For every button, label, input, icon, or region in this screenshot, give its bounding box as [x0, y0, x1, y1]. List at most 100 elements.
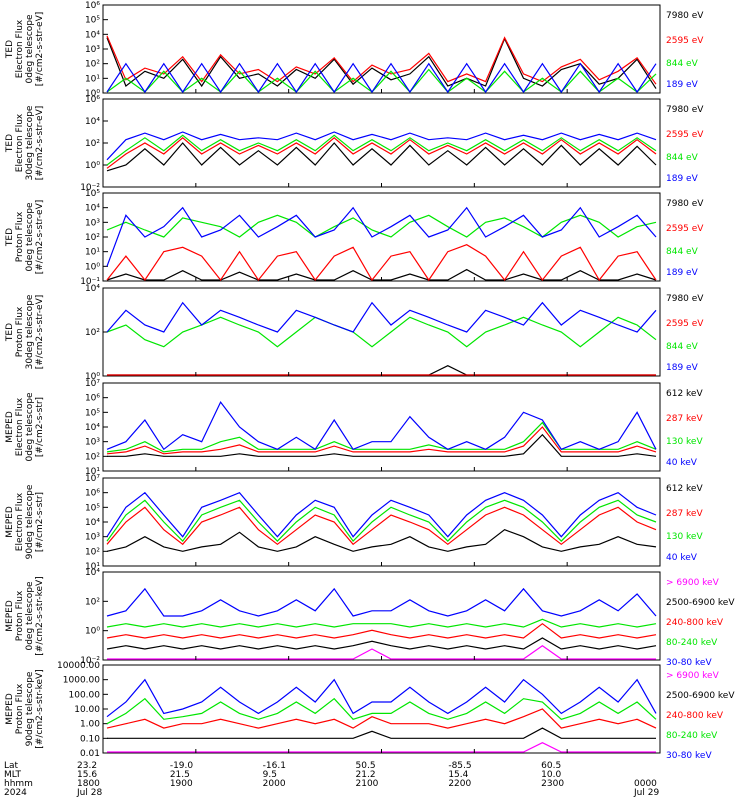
- y-tick-label: 10⁻²: [80, 656, 100, 666]
- y-tick-label: 0.01: [80, 749, 100, 759]
- series-line: [107, 433, 657, 457]
- series-line: [106, 587, 657, 617]
- legend-entry: 2595 eV: [666, 319, 704, 329]
- series-line: [106, 137, 657, 169]
- y-tick-label: 10000.00: [57, 661, 100, 671]
- y-tick-label: 10⁰: [85, 627, 100, 637]
- x-tick-label: 21.2: [356, 770, 376, 780]
- y-tick-label: 10¹: [85, 74, 100, 84]
- y-tick-label: 10⁶: [85, 489, 100, 499]
- x-tick-label: 9.5: [263, 770, 277, 780]
- y-tick-label: 10⁴: [85, 568, 100, 578]
- y-tick-label: 10⁻²: [80, 183, 100, 193]
- series-line: [106, 316, 657, 348]
- series-line: [107, 644, 656, 660]
- y-axis-label: 0deg telescope: [25, 581, 35, 651]
- y-axis-label: [#/cm2-s-str]: [35, 492, 45, 552]
- plot-frame: [102, 664, 661, 754]
- series-line: [106, 421, 657, 453]
- y-axis-label: Electron Flux: [15, 19, 25, 78]
- x-tick-label: 1900: [170, 779, 193, 789]
- legend-entry: 612 keV: [666, 484, 703, 494]
- x-tick-label: 50.5: [356, 761, 376, 771]
- plot-frame: [102, 98, 661, 188]
- series-line: [106, 134, 657, 166]
- y-tick-label: 10⁴: [85, 117, 100, 127]
- series-line: [106, 506, 657, 546]
- y-tick-label: 10⁵: [85, 408, 100, 418]
- y-axis-label: Proton Flux: [15, 683, 25, 734]
- y-axis-label: TED: [5, 134, 15, 153]
- y-axis-label: MEPED: [5, 411, 15, 443]
- legend-entry: 7980 eV: [666, 105, 704, 115]
- y-axis-label: TED: [5, 323, 15, 342]
- y-tick-label: 10⁰: [85, 262, 100, 272]
- y-tick-label: 10⁰: [85, 89, 100, 99]
- legend-entry: 2500-6900 keV: [666, 598, 735, 608]
- x-row-label: 2024: [4, 788, 27, 798]
- series-line: [106, 637, 657, 650]
- y-tick-label: 10²: [85, 60, 100, 70]
- legend-entry: 844 eV: [666, 247, 699, 257]
- series-line: [106, 62, 657, 94]
- x-tick-label: 0000: [634, 779, 657, 789]
- y-tick-label: 10³: [85, 533, 100, 543]
- y-tick-label: 10¹: [85, 248, 100, 258]
- legend-entry: 40 keV: [666, 553, 698, 563]
- legend-entry: 7980 eV: [666, 11, 704, 21]
- legend-entry: 2595 eV: [666, 224, 704, 234]
- y-axis-label: 0deg telescope: [25, 202, 35, 272]
- y-tick-label: 1.00: [80, 720, 100, 730]
- series-line: [106, 678, 657, 718]
- y-tick-label: 10¹: [85, 562, 100, 572]
- y-axis-label: Proton Flux: [15, 590, 25, 641]
- series-line: [106, 491, 657, 538]
- x-tick-label: -85.5: [448, 761, 471, 771]
- y-tick-label: 10⁶: [85, 394, 100, 404]
- x-tick-label: 2100: [356, 779, 379, 789]
- legend-entry: 844 eV: [666, 59, 699, 69]
- y-tick-label: 1000.00: [63, 676, 100, 686]
- x-row-label: Lat: [4, 761, 19, 771]
- x-tick-label: 2200: [448, 779, 471, 789]
- legend-entry: 2500-6900 keV: [666, 691, 735, 701]
- y-axis-label: Electron Flux: [15, 492, 25, 551]
- x-row-label: hhmm: [4, 779, 33, 789]
- y-tick-label: 10⁵: [85, 189, 100, 199]
- y-tick-label: 10⁰: [85, 372, 100, 382]
- y-tick-label: 10.00: [74, 705, 100, 715]
- x-tick-label: Jul 29: [633, 788, 659, 798]
- y-tick-label: 10⁴: [85, 423, 100, 433]
- legend-entry: 189 eV: [666, 268, 699, 278]
- series-line: [106, 529, 657, 552]
- y-axis-label: TED: [5, 40, 15, 59]
- series-line: [106, 400, 657, 451]
- plot-frame: [102, 287, 661, 377]
- panel-8: 0.01 0.10 1.00 10.00 100.00 1000.00 10000.00 ME…: [5, 661, 735, 761]
- y-tick-label: 10⁴: [85, 518, 100, 528]
- x-tick-label: 10.0: [541, 770, 561, 780]
- y-axis-label: [#/cm2-s-str-eV]: [35, 200, 45, 275]
- y-tick-label: 10²: [85, 452, 100, 462]
- series-line: [106, 142, 657, 172]
- y-axis-label: TED: [5, 228, 15, 247]
- series-line: [106, 499, 657, 543]
- y-tick-label: 10⁷: [85, 474, 100, 484]
- series-line: [106, 37, 657, 89]
- legend-entry: 844 eV: [666, 342, 699, 352]
- panel-4: 10⁰ 10² 10⁴ TED Proton Flux 30deg telescope [#…: [5, 284, 704, 382]
- y-axis-label: [#/cm2-s-str-keV]: [35, 576, 45, 655]
- legend-entry: 30-80 keV: [666, 658, 712, 668]
- y-axis-label: Proton Flux: [15, 211, 25, 262]
- panel-6: 10¹ 10² 10³ 10⁴ 10⁵ 10⁶ 10⁷ MEPED Electron Flux 9…: [5, 474, 703, 572]
- series-line: [106, 622, 657, 639]
- y-tick-label: 10²: [85, 233, 100, 243]
- legend-entry: 612 keV: [666, 389, 703, 399]
- y-tick-label: 10²: [85, 139, 100, 149]
- y-axis-label: MEPED: [5, 506, 15, 538]
- legend-entry: 2595 eV: [666, 36, 704, 46]
- y-tick-label: 10⁶: [85, 95, 100, 105]
- plot-frame: [102, 4, 661, 94]
